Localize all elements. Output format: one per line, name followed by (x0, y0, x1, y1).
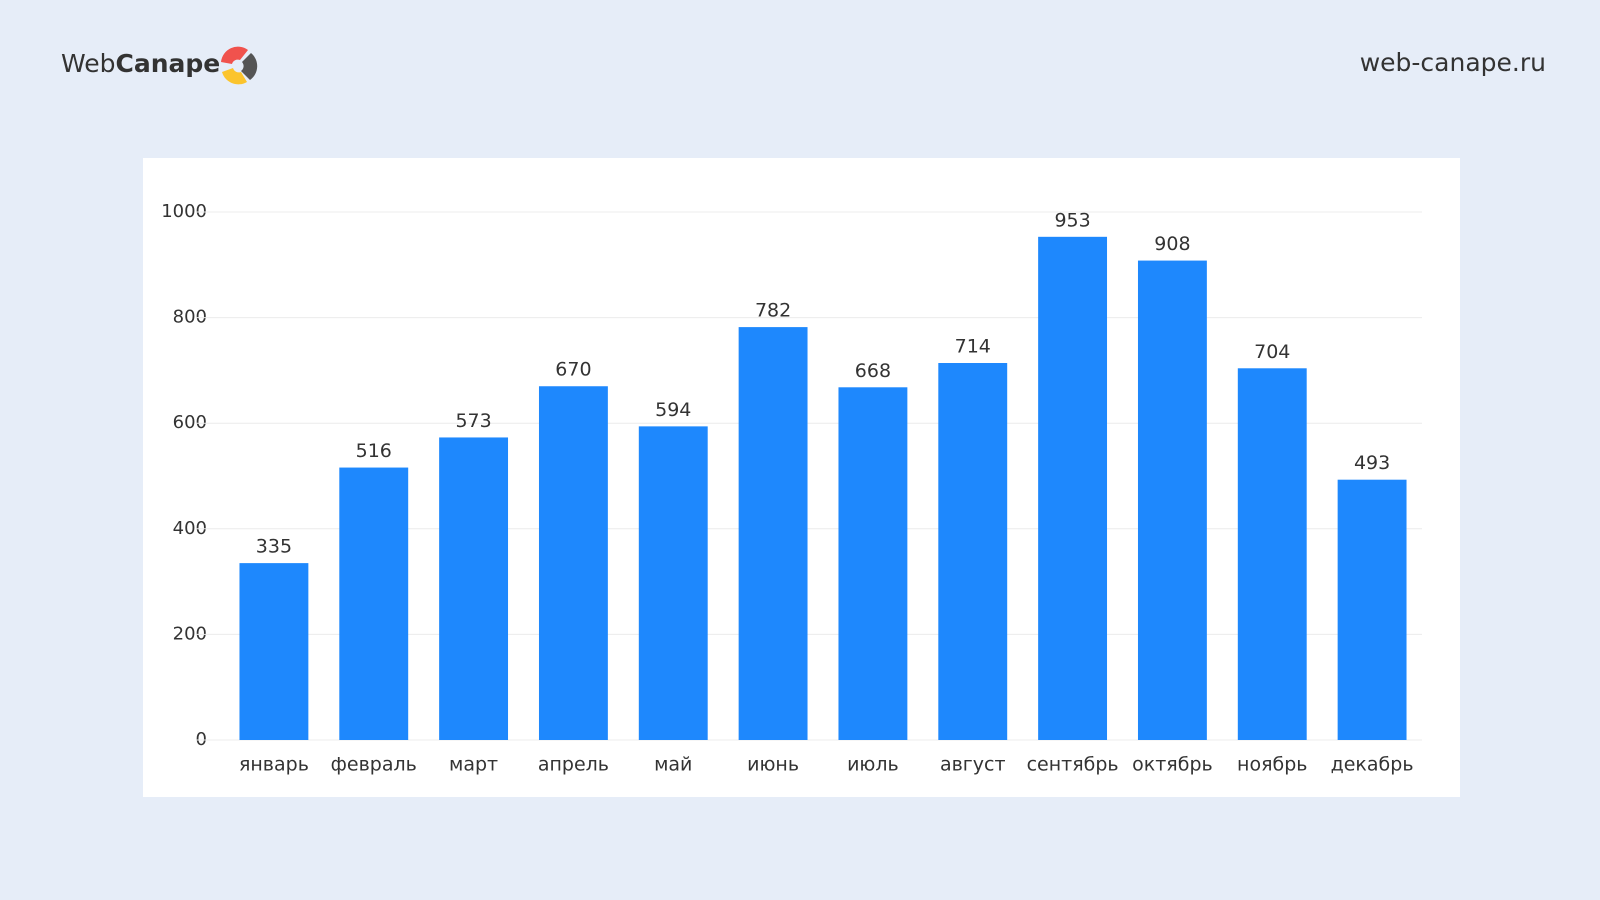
bar (738, 327, 808, 740)
y-tick-label: 1000 (161, 201, 207, 222)
site-url: web-canape.ru (1360, 48, 1546, 77)
value-label: 953 (1054, 209, 1090, 231)
value-label: 493 (1354, 452, 1390, 474)
bar (838, 387, 908, 740)
bar (339, 467, 409, 740)
bar (638, 426, 708, 740)
bar (1237, 368, 1307, 740)
y-tick-label: 800 (173, 307, 207, 328)
y-tick-label: 400 (173, 518, 207, 539)
value-label: 782 (755, 300, 791, 322)
bar (1137, 260, 1207, 740)
value-label: 714 (955, 336, 991, 358)
y-tick-label: 600 (173, 412, 207, 433)
x-tick-label: январь (239, 754, 309, 776)
brand-icon (221, 46, 258, 85)
x-tick-label: май (654, 754, 692, 776)
bar (538, 386, 608, 740)
bar (938, 363, 1008, 740)
bar (439, 437, 509, 740)
value-label: 516 (356, 440, 392, 462)
icon-red (221, 46, 248, 64)
value-label: 335 (256, 536, 292, 558)
icon-yellow (222, 68, 247, 85)
x-tick-label: июнь (747, 754, 799, 776)
x-tick-label: сентябрь (1027, 754, 1119, 776)
value-label: 668 (855, 360, 891, 382)
x-tick-label: июль (847, 754, 899, 776)
brand-light: Web (61, 49, 116, 78)
bar (1038, 236, 1108, 741)
x-tick-label: декабрь (1331, 754, 1414, 776)
value-label: 573 (455, 410, 491, 432)
x-tick-label: март (449, 754, 498, 776)
x-tick-label: апрель (538, 754, 609, 776)
icon-dark (241, 53, 258, 80)
value-label: 594 (655, 399, 691, 421)
brand: WebCanape (61, 49, 220, 78)
value-label: 704 (1254, 341, 1290, 363)
x-tick-label: февраль (331, 754, 417, 776)
bar (239, 563, 309, 740)
value-label: 908 (1154, 233, 1190, 255)
value-label: 670 (555, 359, 591, 381)
y-tick-label: 200 (173, 623, 207, 644)
x-tick-label: октябрь (1132, 754, 1213, 776)
x-tick-label: ноябрь (1237, 754, 1307, 776)
brand-bold: Canape (116, 49, 221, 78)
bar (1337, 479, 1407, 740)
x-tick-label: август (940, 754, 1006, 776)
